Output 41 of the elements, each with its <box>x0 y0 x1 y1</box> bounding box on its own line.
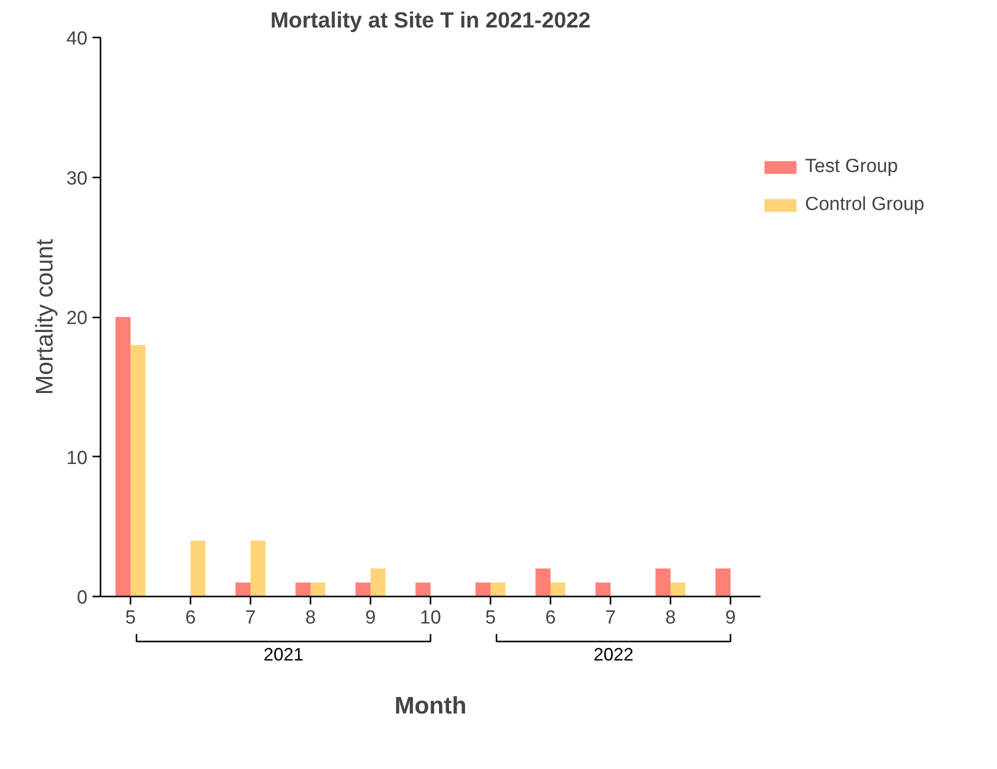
x-tick-label: 9 <box>725 608 736 628</box>
text: 2021 <box>263 644 304 664</box>
x-tick-label: 8 <box>665 608 676 628</box>
legend-label: Control Group <box>805 194 924 216</box>
text: 2022 <box>593 644 634 664</box>
bar <box>130 344 146 596</box>
bar <box>310 582 326 596</box>
bar <box>550 582 566 596</box>
bar <box>596 582 610 596</box>
bar <box>716 568 730 596</box>
bar <box>490 582 506 596</box>
bar <box>116 317 130 596</box>
bar <box>536 568 550 596</box>
y-tick-label: 20 <box>66 308 88 329</box>
x-tick-label: 5 <box>125 608 136 628</box>
bar <box>236 582 250 596</box>
bar <box>670 582 686 596</box>
x-tick-label: 6 <box>545 608 556 628</box>
y-axis-title: Mortality count <box>31 238 58 396</box>
bar <box>416 582 430 596</box>
chart-title: Mortality at Site T in 2021-2022 <box>270 8 591 32</box>
x-tick-label: 7 <box>245 608 256 628</box>
y-tick-label: 10 <box>66 448 88 469</box>
x-tick-label: 9 <box>365 608 376 628</box>
x-tick-label: 7 <box>605 608 616 628</box>
bar <box>656 568 670 596</box>
bar <box>190 540 206 596</box>
x-tick-label: 5 <box>485 608 496 628</box>
bar <box>250 540 266 596</box>
bar <box>296 582 310 596</box>
x-axis-title: Month <box>394 692 466 720</box>
x-tick-label: 6 <box>185 608 196 628</box>
x-tick-label: 10 <box>420 608 442 628</box>
bar <box>476 582 490 596</box>
y-tick-label: 40 <box>66 28 88 50</box>
y-tick-label: 30 <box>66 168 88 190</box>
legend-label: Test Group <box>805 156 898 178</box>
x-tick-label: 8 <box>305 608 316 628</box>
bar <box>356 582 370 596</box>
bar <box>370 568 386 596</box>
y-tick-label: 0 <box>76 588 88 608</box>
